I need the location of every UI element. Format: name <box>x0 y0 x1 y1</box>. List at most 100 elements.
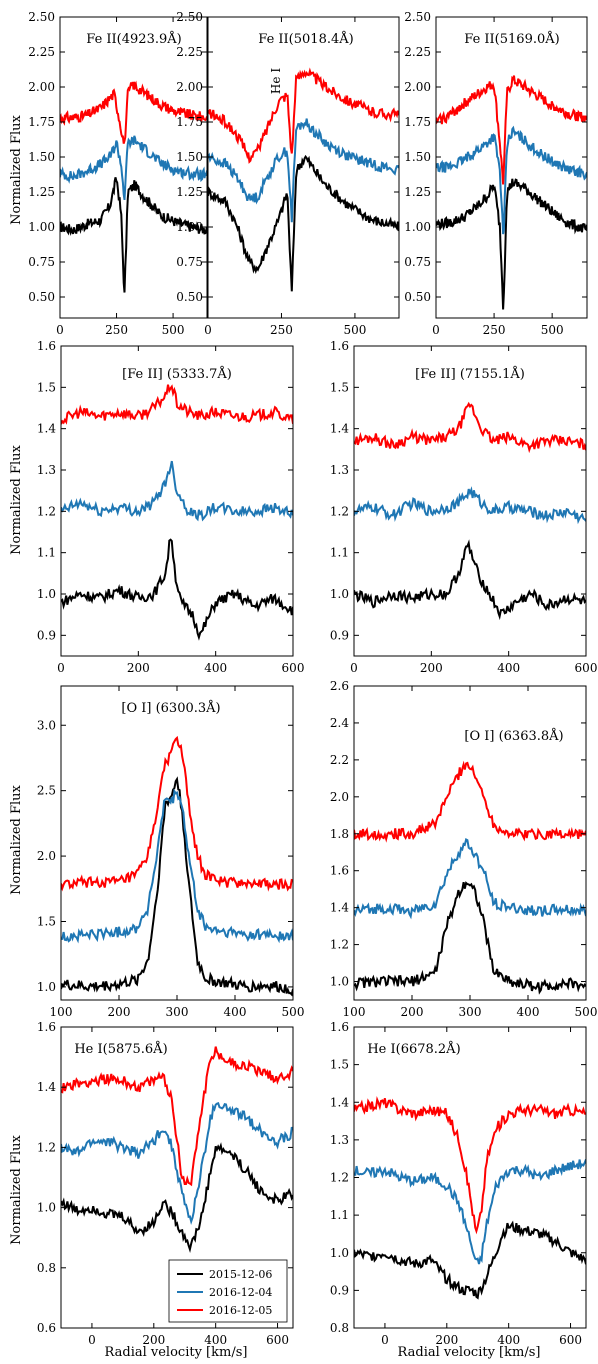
x-tick-label: 0 <box>204 323 212 337</box>
series-line-3 <box>208 67 399 164</box>
y-tick-label: 1.4 <box>330 1095 349 1109</box>
series-line-1 <box>61 776 293 997</box>
y-tick-label: 0.6 <box>37 1321 56 1335</box>
series-line-2 <box>354 838 586 920</box>
x-tick-label: 600 <box>266 1333 289 1347</box>
series-line-3 <box>61 1046 293 1187</box>
y-tick-label: 1.1 <box>330 1208 349 1222</box>
panel-title: [Fe II] (7155.1Å) <box>415 366 525 382</box>
y-tick-label: 0.8 <box>37 1261 56 1275</box>
panel-title: Fe II(5169.0Å) <box>464 31 559 47</box>
xlabel-right: Radial velocity [km/s] <box>398 1345 541 1360</box>
ylabel-row-3: Normalized Flux <box>9 784 24 894</box>
y-tick-label: 1.6 <box>330 339 349 353</box>
panel-9: 0.8 0.9 1.0 1.1 1.2 1.3 1.4 1.5 1.6 0 200 400 600 He … <box>330 1020 587 1347</box>
series-line-1 <box>208 154 399 292</box>
plot-frame <box>60 685 294 1001</box>
panel-5: 0.9 1.0 1.1 1.2 1.3 1.4 1.5 1.6 0 200 400 600 [Fe II… <box>330 339 598 675</box>
ylabel-row-1: Normalized Flux <box>9 114 24 224</box>
legend-label: 2016-12-05 <box>209 1304 272 1317</box>
y-tick-label: 1.5 <box>37 915 56 929</box>
y-tick-label: 2.4 <box>330 716 349 730</box>
y-tick-label: 2.5 <box>37 784 56 798</box>
y-tick-label: 1.4 <box>37 422 56 436</box>
panel-title: [Fe II] (5333.7Å) <box>122 366 232 382</box>
series-line-1 <box>436 178 587 310</box>
y-tick-label: 1.3 <box>37 463 56 477</box>
x-tick-label: 200 <box>108 1005 131 1019</box>
series-line-1 <box>60 177 207 293</box>
y-tick-label: 1.25 <box>404 185 431 199</box>
plot-frame <box>60 1026 294 1329</box>
series-line-3 <box>61 735 293 892</box>
y-tick-label: 0.9 <box>37 628 56 642</box>
series-line-1 <box>354 881 586 995</box>
y-tick-label: 1.3 <box>330 1133 349 1147</box>
y-tick-label: 2.00 <box>28 80 55 94</box>
x-tick-label: 400 <box>204 661 227 675</box>
y-tick-label: 1.2 <box>330 938 349 952</box>
panel-title: [O I] (6363.8Å) <box>464 728 563 744</box>
series-line-3 <box>354 401 586 454</box>
series-line-1 <box>61 538 293 641</box>
series-line-2 <box>354 1159 586 1265</box>
ylabel-row-4: Normalized Flux <box>9 1134 24 1244</box>
y-tick-label: 2.6 <box>330 679 349 693</box>
series-line-1 <box>354 539 586 621</box>
y-tick-label: 1.75 <box>28 115 55 129</box>
y-tick-label: 1.5 <box>330 380 349 394</box>
x-tick-label: 100 <box>50 1005 73 1019</box>
y-tick-label: 1.0 <box>330 587 349 601</box>
panel-7: 1.0 1.2 1.4 1.6 1.8 2.0 2.2 2.4 2.6 100 200 300 400 5… <box>330 679 598 1019</box>
y-tick-label: 1.0 <box>37 1201 56 1215</box>
y-tick-label: 0.8 <box>330 1321 349 1335</box>
xlabel-left: Radial velocity [km/s] <box>105 1345 248 1360</box>
y-tick-label: 0.75 <box>404 255 431 269</box>
y-tick-label: 1.50 <box>28 150 55 164</box>
series-line-3 <box>60 80 207 144</box>
x-tick-label: 0 <box>56 323 64 337</box>
plot-frame <box>435 16 588 319</box>
x-tick-label: 250 <box>270 323 293 337</box>
y-tick-label: 2.25 <box>28 45 55 59</box>
x-tick-label: 250 <box>483 323 506 337</box>
y-tick-label: 0.9 <box>330 628 349 642</box>
panel-title: He I(6678.2Å) <box>367 1041 460 1057</box>
x-tick-label: 0 <box>432 323 440 337</box>
y-tick-label: 1.75 <box>176 115 203 129</box>
series-line-3 <box>436 75 587 185</box>
y-tick-label: 1.3 <box>330 463 349 477</box>
x-tick-label: 500 <box>162 323 185 337</box>
x-tick-label: 200 <box>401 1005 424 1019</box>
he-i-annotation: He I <box>269 68 283 94</box>
series-line-2 <box>60 135 207 201</box>
x-tick-label: 600 <box>559 1333 582 1347</box>
x-tick-label: 200 <box>420 661 443 675</box>
x-tick-label: 300 <box>166 1005 189 1019</box>
y-tick-label: 1.1 <box>37 546 56 560</box>
y-tick-label: 0.50 <box>28 290 55 304</box>
panel-8: 0.6 0.8 1.0 1.2 1.4 1.6 0 200 400 600 He I(5875.6Å… <box>37 1020 294 1347</box>
series-line-2 <box>61 1102 293 1225</box>
y-tick-label: 2.00 <box>176 80 203 94</box>
y-tick-label: 2.00 <box>404 80 431 94</box>
panel-3: 0.50 0.75 1.00 1.25 1.50 1.75 2.00 2.25 2.50 0 250… <box>404 10 588 337</box>
y-tick-label: 2.2 <box>330 753 349 767</box>
y-tick-label: 1.6 <box>37 339 56 353</box>
y-tick-label: 2.50 <box>404 10 431 24</box>
y-tick-label: 1.50 <box>404 150 431 164</box>
y-tick-label: 1.25 <box>176 185 203 199</box>
plot-frame <box>207 16 400 319</box>
y-tick-label: 0.50 <box>404 290 431 304</box>
x-tick-label: 250 <box>105 323 128 337</box>
y-tick-label: 1.00 <box>28 220 55 234</box>
y-tick-label: 0.50 <box>176 290 203 304</box>
y-tick-label: 1.5 <box>330 1058 349 1072</box>
x-tick-label: 400 <box>517 1005 540 1019</box>
x-tick-label: 600 <box>575 661 598 675</box>
x-tick-label: 0 <box>88 1333 96 1347</box>
series-line-3 <box>354 760 586 843</box>
y-tick-label: 1.25 <box>28 185 55 199</box>
y-tick-label: 1.5 <box>37 380 56 394</box>
